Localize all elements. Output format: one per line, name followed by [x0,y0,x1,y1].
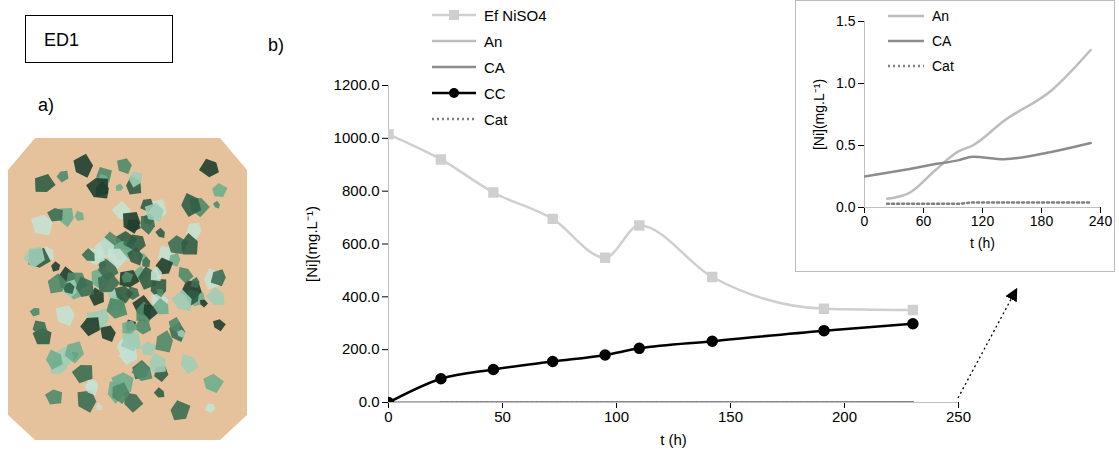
svg-text:50: 50 [494,408,511,425]
html-text:CC: CC [484,84,506,102]
html-text:An: An [932,7,950,24]
svg-text:0.5: 0.5 [836,137,856,153]
svg-text:t (h): t (h) [970,235,995,251]
svg-text:t (h): t (h) [660,431,687,448]
svg-text:1.5: 1.5 [836,13,856,29]
html-text:ED1: ED1 [44,30,79,50]
html-text:b): b) [268,35,284,55]
svg-text:1200.0: 1200.0 [334,76,380,93]
svg-text:0: 0 [384,408,392,425]
svg-text:180: 180 [1030,213,1054,229]
svg-text:400.0: 400.0 [342,288,380,305]
svg-text:1000.0: 1000.0 [334,129,380,146]
html-text:Ef NiSO4: Ef NiSO4 [484,6,547,24]
html-text:Cat: Cat [484,110,508,128]
html-text:CA: CA [932,32,952,49]
svg-text:200: 200 [832,408,857,425]
html-text:Cat: Cat [932,57,954,74]
svg-text:800.0: 800.0 [342,182,380,199]
svg-text:600.0: 600.0 [342,235,380,252]
svg-text:0: 0 [861,213,869,229]
svg-text:[Ni](mg.L⁻¹): [Ni](mg.L⁻¹) [811,79,827,150]
svg-text:120: 120 [971,213,995,229]
html-text:a): a) [38,95,54,115]
html-text:CA: CA [484,58,505,76]
svg-text:240: 240 [1089,213,1113,229]
svg-text:100: 100 [604,408,629,425]
svg-text:[Ni](mg.L⁻¹): [Ni](mg.L⁻¹) [303,206,320,282]
svg-text:150: 150 [718,408,743,425]
svg-text:60: 60 [916,213,932,229]
svg-text:0.0: 0.0 [359,393,380,410]
html-text:An: An [484,32,503,50]
svg-text:0.0: 0.0 [836,199,856,215]
svg-text:200.0: 200.0 [342,340,380,357]
svg-text:1.0: 1.0 [836,75,856,91]
svg-text:250: 250 [946,408,971,425]
